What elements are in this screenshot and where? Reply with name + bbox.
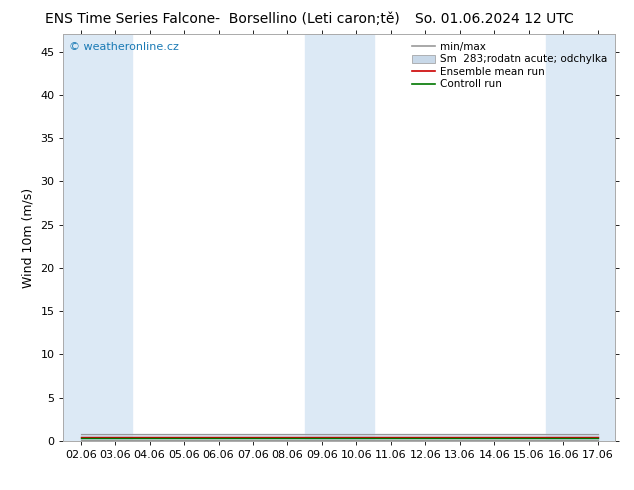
Y-axis label: Wind 10m (m/s): Wind 10m (m/s) [22,188,35,288]
Text: So. 01.06.2024 12 UTC: So. 01.06.2024 12 UTC [415,12,574,26]
Bar [98,34,133,441]
Text: © weatheronline.cz: © weatheronline.cz [69,43,179,52]
Bar [546,34,581,441]
Bar [581,34,615,441]
Bar [339,34,373,441]
Text: ENS Time Series Falcone-  Borsellino (Leti caron;tě): ENS Time Series Falcone- Borsellino (Let… [44,12,399,26]
Legend: min/max, Sm  283;rodatn acute; odchylka, Ensemble mean run, Controll run: min/max, Sm 283;rodatn acute; odchylka, … [410,40,610,92]
Bar [63,34,98,441]
Bar [305,34,339,441]
